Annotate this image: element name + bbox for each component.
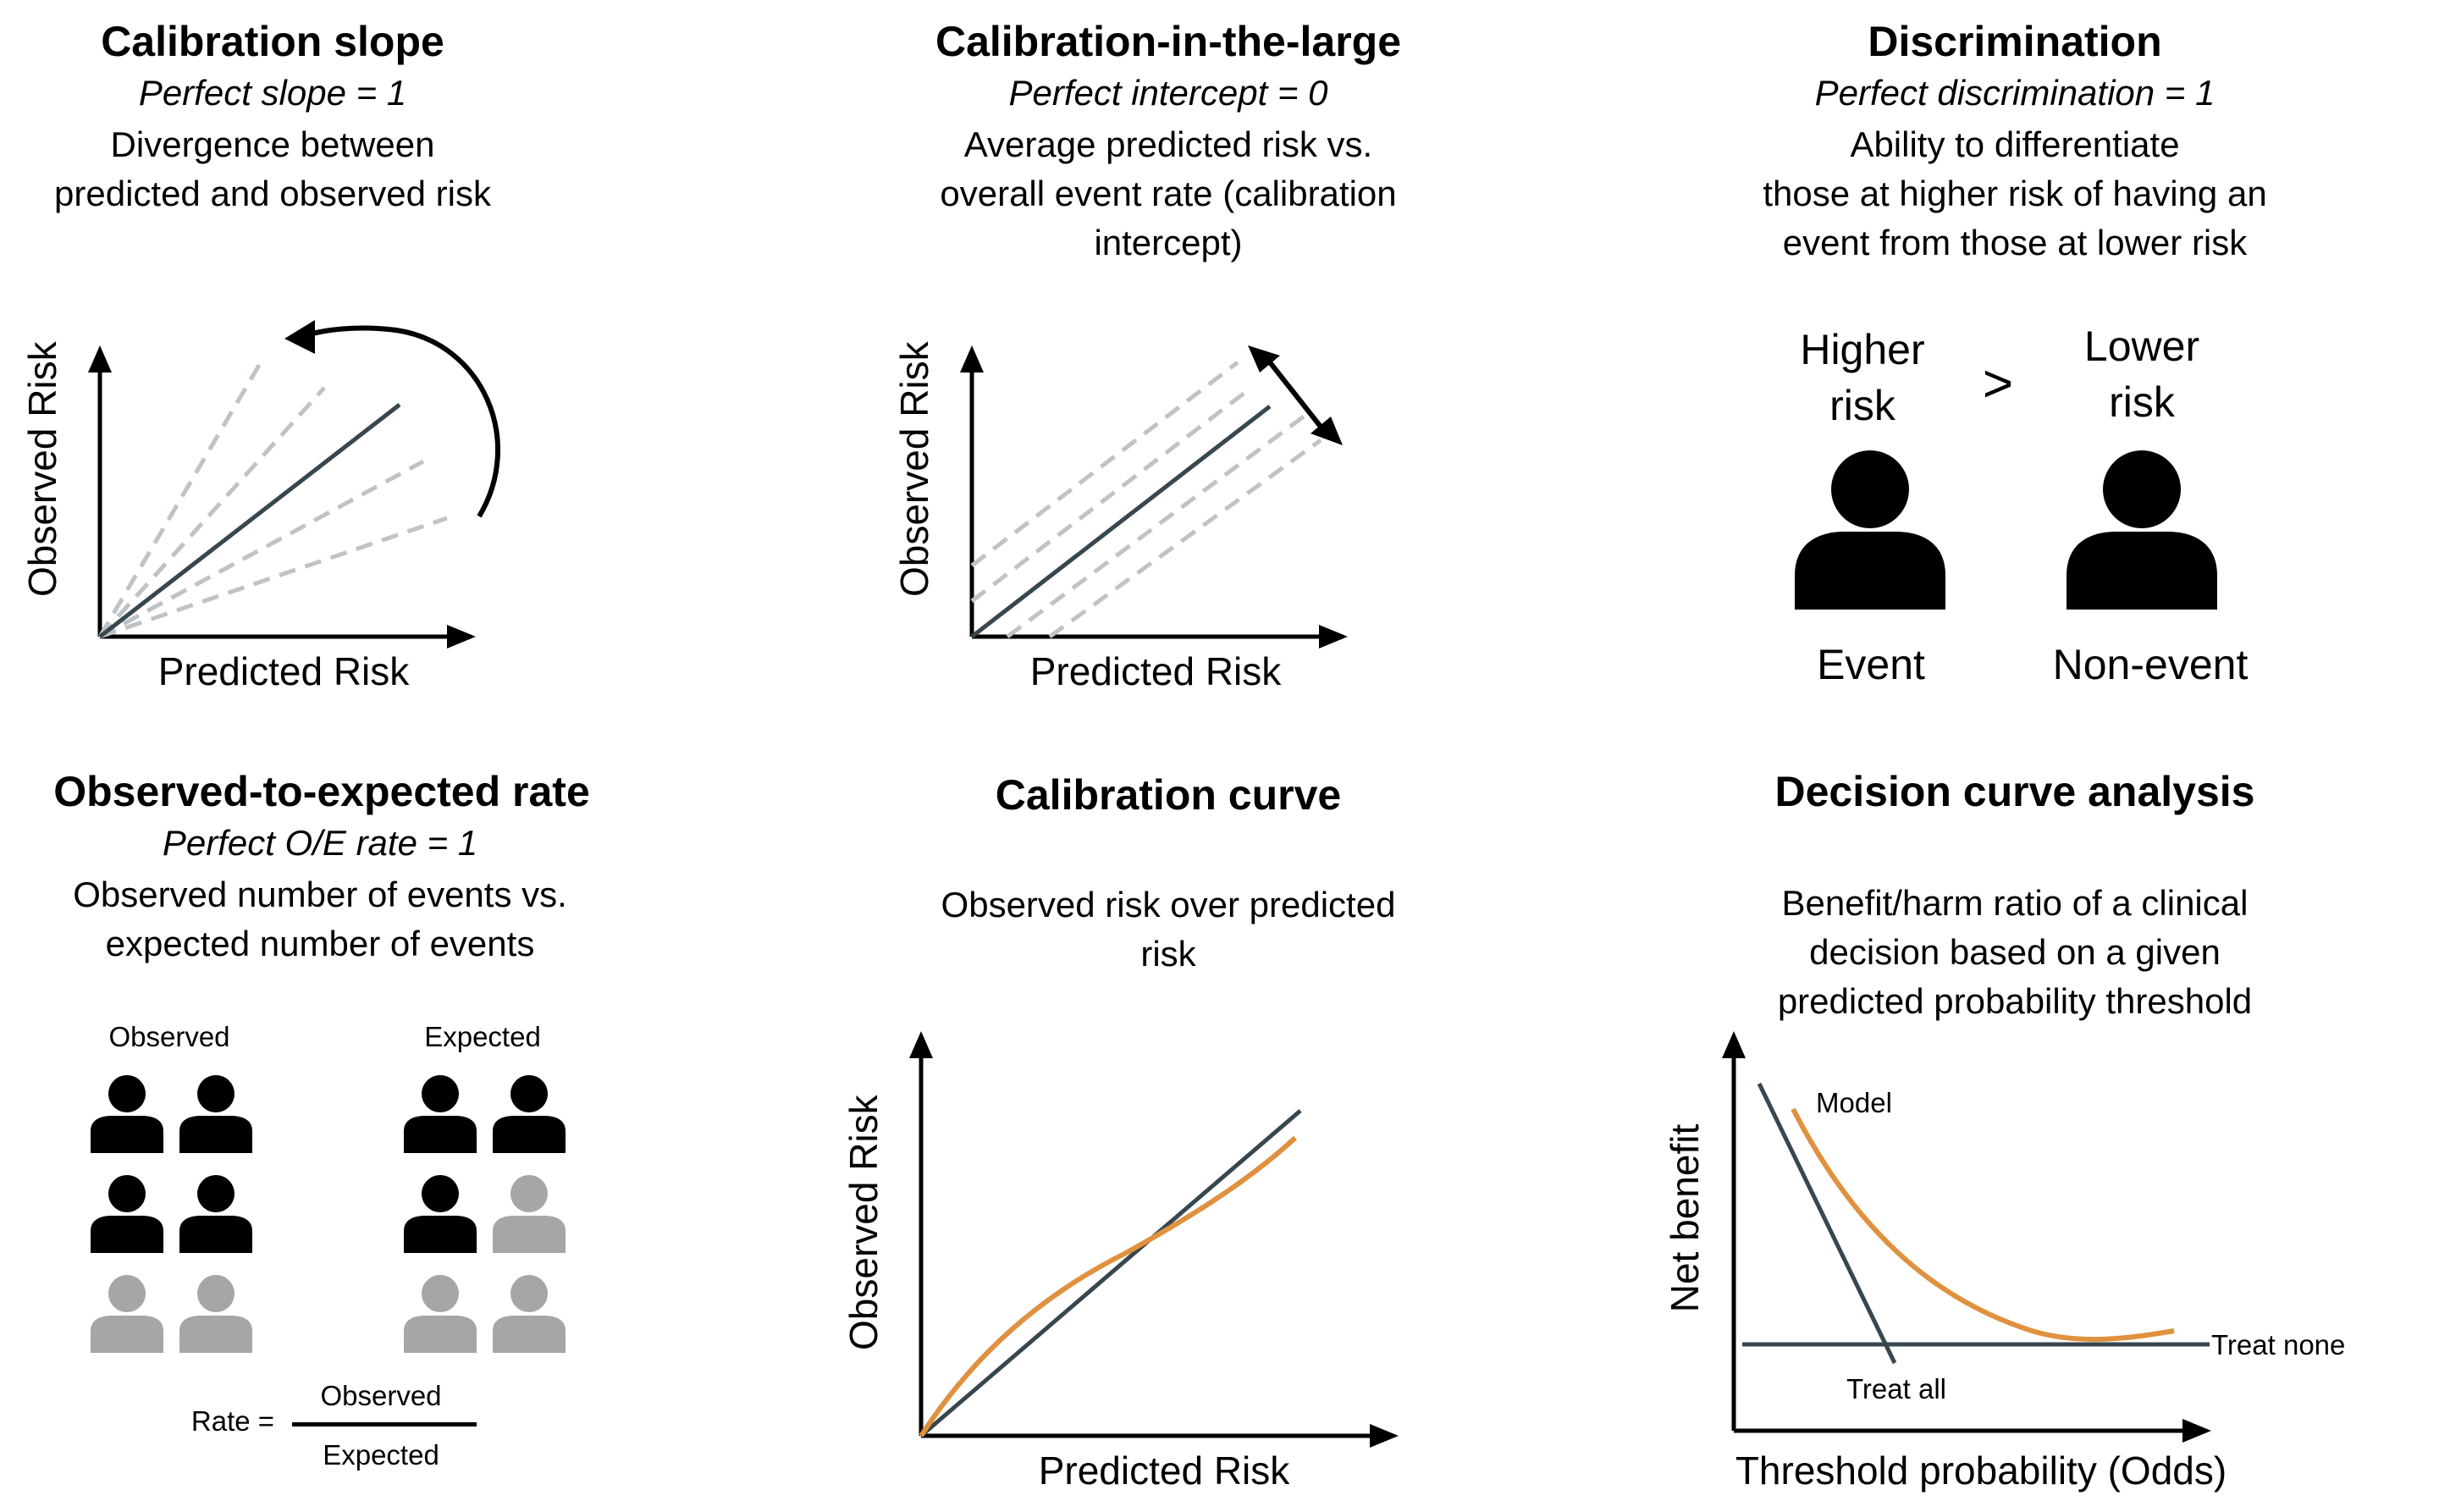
observed-person-icon-filled	[91, 1075, 163, 1153]
slope-dashed-4	[99, 516, 448, 639]
citl-perfect: Perfect intercept = 0	[1008, 73, 1328, 113]
oe-perfect: Perfect O/E rate = 1	[162, 823, 478, 863]
person-icon-event	[1795, 450, 1945, 610]
oe-title: Observed-to-expected rate	[53, 768, 590, 815]
dca-model-label: Model	[1816, 1087, 1892, 1118]
curve-x-arrow	[1370, 1424, 1399, 1448]
expected-person-icon-filled	[404, 1075, 477, 1153]
dca-description: Benefit/harm ratio of a clinical decisio…	[1777, 883, 2253, 1021]
citl-x-arrow	[1319, 625, 1348, 648]
slope-x-label: Predicted Risk	[157, 649, 410, 693]
dca-x-label: Threshold probability (Odds)	[1735, 1449, 2227, 1493]
slope-y-arrow	[88, 345, 112, 372]
slope-reference-line	[98, 403, 401, 638]
expected-person-icon-filled	[493, 1075, 566, 1153]
disc-perfect: Perfect discrimination = 1	[1814, 73, 2216, 113]
oe-description: Observed number of events vs. expected n…	[73, 875, 567, 963]
curve-reference-line	[919, 1109, 1302, 1438]
expected-person-icon-filled	[404, 1175, 477, 1253]
curve-x-label: Predicted Risk	[1038, 1449, 1290, 1493]
slope-dashed-2	[98, 386, 326, 638]
citl-shift-arrowhead-top	[1248, 345, 1280, 372]
citl-dashed-3	[1006, 414, 1305, 639]
citl-shift-arrow	[1267, 361, 1323, 428]
oe-observed-label: Observed	[108, 1021, 230, 1052]
oe-expected-label: Expected	[424, 1021, 541, 1052]
disc-lower-risk: Lower risk	[2083, 323, 2200, 426]
citl-reference-line	[970, 405, 1272, 638]
slope-rotation-arrowhead	[284, 320, 315, 354]
dca-treat-all-line	[1757, 1082, 1897, 1365]
curve-model-line	[919, 1135, 1298, 1438]
observed-person-icon-filled	[91, 1175, 163, 1253]
disc-higher-risk: Higher risk	[1800, 326, 1925, 429]
citl-shift-arrowhead-bottom	[1311, 417, 1343, 445]
citl-x-label: Predicted Risk	[1029, 649, 1282, 693]
citl-y-arrow	[960, 345, 984, 372]
oe-numerator: Observed	[320, 1380, 442, 1411]
citl-dashed-1	[970, 361, 1239, 567]
slope-perfect: Perfect slope = 1	[138, 73, 407, 113]
oe-denominator: Expected	[323, 1439, 439, 1471]
curve-y-arrow	[909, 1031, 933, 1058]
expected-person-icon-empty	[493, 1175, 566, 1253]
dca-treat-none-label: Treat none	[2211, 1329, 2346, 1360]
dca-x-arrow	[2182, 1419, 2211, 1443]
observed-person-icon-empty	[179, 1275, 252, 1353]
expected-person-icon-empty	[404, 1275, 477, 1353]
observed-person-icon-empty	[91, 1275, 163, 1353]
person-icon-nonevent	[2067, 450, 2217, 610]
citl-title: Calibration-in-the-large	[935, 18, 1402, 65]
observed-person-icon-filled	[179, 1175, 252, 1253]
slope-title: Calibration slope	[101, 18, 444, 65]
expected-person-icon-empty	[493, 1275, 566, 1353]
curve-description: Observed risk over predicted risk	[941, 885, 1396, 974]
disc-nonevent-label: Non-event	[2052, 641, 2249, 688]
citl-dashed-4	[1048, 438, 1322, 639]
dca-y-arrow	[1722, 1031, 1746, 1058]
dca-title: Decision curve analysis	[1774, 768, 2255, 815]
slope-dashed-3	[98, 459, 425, 639]
citl-description: Average predicted risk vs. overall event…	[940, 124, 1397, 262]
disc-title: Discrimination	[1868, 18, 2162, 65]
disc-greater-than: >	[1982, 355, 2014, 413]
disc-event-label: Event	[1817, 641, 1925, 688]
slope-rotation-arrow	[306, 325, 500, 518]
observed-person-icon-filled	[179, 1075, 252, 1153]
curve-title: Calibration curve	[995, 771, 1342, 819]
citl-dashed-2	[970, 386, 1253, 603]
oe-rate-label: Rate =	[190, 1405, 275, 1437]
oe-fraction-bar	[292, 1422, 477, 1426]
slope-description: Divergence between predicted and observe…	[54, 124, 491, 213]
slope-x-arrow	[447, 625, 476, 648]
dca-model-curve	[1791, 1107, 2175, 1343]
disc-description: Ability to differentiate those at higher…	[1763, 124, 2267, 262]
dca-treat-all-label: Treat all	[1846, 1373, 1946, 1404]
dca-y-label: Net benefit	[1663, 1123, 1707, 1313]
